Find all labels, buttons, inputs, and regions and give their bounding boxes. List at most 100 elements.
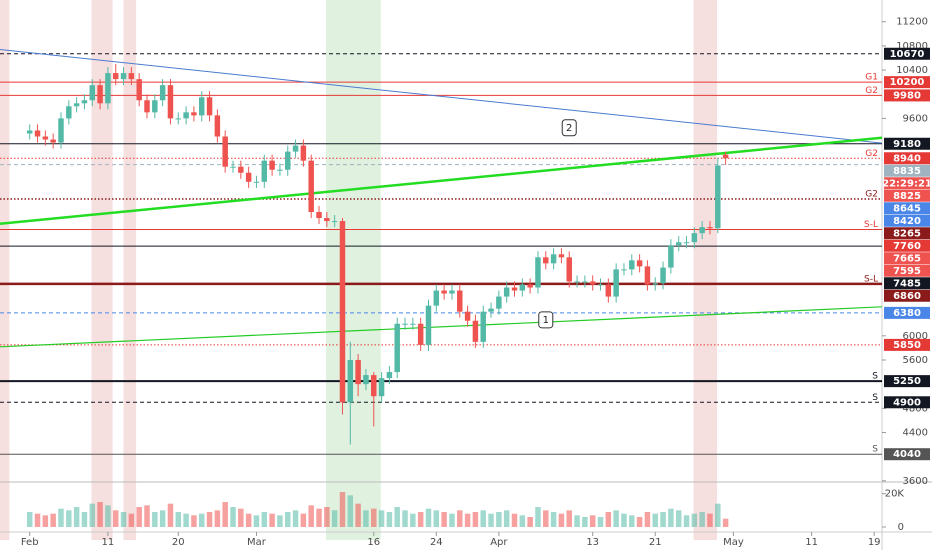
volume-bar	[50, 513, 56, 527]
candle-body	[230, 166, 236, 168]
candle-body	[175, 118, 182, 120]
volume-bar	[707, 513, 713, 527]
volume-bar	[527, 517, 533, 527]
candle-body	[73, 103, 80, 107]
x-tick-label: 16	[367, 537, 380, 548]
volume-bar	[668, 508, 674, 527]
level-note: G2	[865, 149, 878, 159]
volume-bar	[355, 503, 361, 527]
candle-body	[394, 323, 400, 373]
volume-bar	[89, 503, 96, 527]
volume-bar	[558, 513, 565, 527]
y-tick-label: 4400	[903, 427, 928, 438]
volume-bar	[34, 513, 41, 527]
price-tag-label: 8420	[893, 216, 921, 227]
volume-bar	[457, 510, 463, 527]
x-tick-label: 20	[172, 537, 185, 548]
volume-bar	[238, 508, 244, 527]
price-tag	[884, 152, 930, 165]
candle-body	[715, 165, 721, 229]
volume-bar	[402, 510, 408, 527]
candle-body	[558, 254, 565, 258]
trendline	[0, 306, 883, 348]
price-tag	[884, 214, 930, 227]
volume-bar	[597, 517, 604, 527]
volume-bar	[331, 510, 338, 527]
candle-body	[410, 323, 416, 325]
volume-bar	[339, 492, 346, 527]
price-tag-label: 9980	[893, 90, 921, 101]
candle-body	[480, 311, 486, 342]
volume-bar	[222, 502, 228, 527]
candle-body	[503, 287, 510, 297]
annotation-text: 1	[543, 315, 549, 326]
candle-body	[511, 287, 518, 291]
candle-body	[152, 100, 158, 113]
x-tick-label: Apr	[490, 537, 508, 548]
candle-body	[574, 281, 580, 283]
volume-bar	[66, 510, 72, 527]
volume-bar	[81, 512, 88, 527]
volume-bar	[511, 513, 518, 527]
volume-bar	[683, 515, 690, 527]
trendline	[0, 136, 883, 226]
volume-bar	[136, 507, 142, 527]
candle-body	[58, 118, 64, 143]
x-tick-label: Mar	[247, 537, 267, 548]
price-tag	[884, 89, 930, 102]
price-tag-label: 7665	[893, 253, 921, 264]
candle-body	[441, 290, 447, 294]
price-tag	[884, 264, 930, 277]
price-tag	[884, 338, 930, 351]
volume-bar	[159, 510, 166, 527]
candle-body	[285, 151, 291, 170]
volume-bar	[464, 513, 471, 527]
volume-bar	[488, 513, 494, 527]
candle-body	[238, 166, 244, 173]
volume-bar	[644, 512, 651, 527]
candle-body	[707, 227, 713, 229]
candle-body	[371, 375, 377, 397]
y-tick-label: 10800	[896, 41, 928, 52]
volume-bar	[112, 510, 119, 527]
highlight-band	[91, 0, 113, 540]
candle-body	[527, 284, 533, 288]
candle-body	[550, 254, 557, 264]
volume-bar	[652, 513, 658, 527]
trendline	[0, 49, 883, 144]
volume-bar	[378, 510, 385, 527]
volume-bar	[535, 507, 541, 527]
candle-body	[644, 266, 651, 285]
candle-body	[535, 257, 541, 288]
price-tag	[884, 448, 930, 461]
volume-bar	[285, 512, 291, 527]
v-tick-label: 0	[898, 522, 904, 533]
volume-bar	[316, 508, 322, 527]
price-tag-label: 5850	[893, 340, 921, 351]
candle-body	[198, 97, 205, 116]
y-tick-label: 9600	[903, 113, 928, 124]
y-tick-label: 4800	[903, 403, 928, 414]
price-tag-label: 7485	[893, 278, 921, 289]
candle-body	[378, 378, 385, 397]
price-tag-label: 7595	[893, 266, 921, 277]
volume-bar	[636, 517, 643, 527]
x-tick-label: 13	[586, 537, 599, 548]
volume-bar	[245, 513, 252, 527]
volume-bar	[292, 510, 299, 527]
candle-body	[261, 160, 268, 182]
highlight-band	[123, 0, 137, 540]
volume-bar	[550, 512, 557, 527]
candle-body	[660, 267, 666, 284]
volume-bar	[206, 512, 213, 527]
volume-bar	[300, 513, 307, 527]
level-note: S-L	[864, 274, 878, 284]
price-tag	[884, 164, 930, 177]
volume-bar	[308, 505, 314, 527]
x-tick-label: 11	[102, 537, 115, 548]
candle-body	[449, 290, 455, 294]
x-tick-label: Feb	[21, 537, 39, 548]
level-note: G1	[865, 73, 878, 83]
